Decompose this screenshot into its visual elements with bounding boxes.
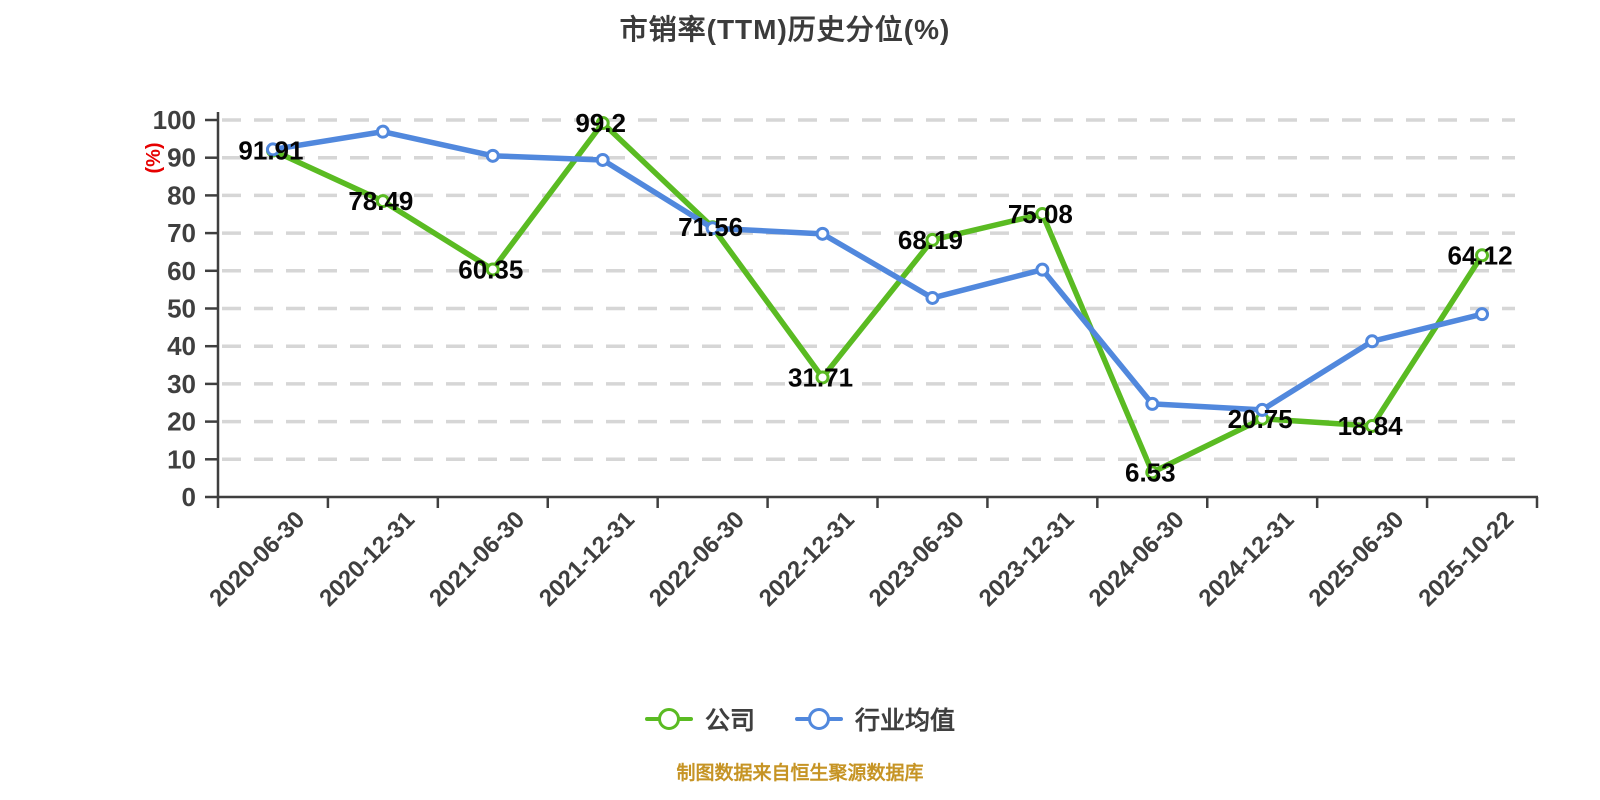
svg-text:50: 50	[167, 294, 196, 324]
svg-text:68.19: 68.19	[898, 225, 963, 255]
svg-text:40: 40	[167, 331, 196, 361]
svg-text:70: 70	[167, 218, 196, 248]
company-series-marker-icon	[644, 706, 693, 732]
svg-text:2023-06-30: 2023-06-30	[864, 506, 970, 612]
industry-series-marker-icon	[795, 706, 843, 732]
svg-text:20: 20	[167, 407, 196, 437]
legend: 公司 行业均值	[0, 701, 1600, 737]
svg-text:91.91: 91.91	[238, 135, 303, 165]
svg-text:64.12: 64.12	[1448, 240, 1513, 270]
legend-label-industry-average: 行业均值	[855, 707, 956, 735]
svg-text:71.56: 71.56	[678, 212, 743, 242]
svg-text:6.53: 6.53	[1125, 457, 1176, 487]
chart-title: 市销率(TTM)历史分位(%)	[619, 14, 951, 45]
svg-text:2022-12-31: 2022-12-31	[754, 506, 860, 612]
svg-text:100: 100	[153, 105, 196, 135]
svg-text:2021-12-31: 2021-12-31	[534, 506, 640, 612]
svg-text:60: 60	[167, 256, 196, 286]
legend-item-industry-average[interactable]: 行业均值	[795, 701, 955, 737]
legend-item-company[interactable]: 公司	[644, 701, 755, 737]
svg-text:2023-12-31: 2023-12-31	[974, 506, 1080, 612]
svg-text:78.49: 78.49	[348, 186, 413, 216]
svg-text:2021-06-30: 2021-06-30	[424, 506, 530, 612]
svg-text:90: 90	[167, 143, 196, 173]
svg-text:2025-06-30: 2025-06-30	[1303, 506, 1409, 612]
svg-text:80: 80	[167, 180, 196, 210]
svg-text:2020-06-30: 2020-06-30	[204, 506, 310, 612]
data-source-note: 制图数据来自恒生聚源数据库	[676, 763, 924, 784]
svg-text:31.71: 31.71	[788, 362, 853, 392]
svg-text:18.84: 18.84	[1338, 411, 1404, 441]
svg-text:30: 30	[167, 369, 196, 399]
svg-text:2024-06-30: 2024-06-30	[1084, 506, 1190, 612]
svg-text:2022-06-30: 2022-06-30	[644, 506, 750, 612]
svg-text:20.75: 20.75	[1228, 404, 1293, 434]
legend-label-company: 公司	[704, 707, 755, 735]
svg-text:(%): (%)	[143, 142, 165, 173]
svg-text:2020-12-31: 2020-12-31	[314, 506, 420, 612]
svg-text:60.35: 60.35	[458, 254, 523, 284]
svg-text:2025-10-22: 2025-10-22	[1413, 506, 1519, 612]
svg-text:10: 10	[167, 444, 196, 474]
svg-text:2024-12-31: 2024-12-31	[1194, 506, 1300, 612]
svg-text:99.2: 99.2	[575, 108, 626, 138]
svg-text:0: 0	[182, 482, 196, 512]
svg-text:75.08: 75.08	[1008, 199, 1073, 229]
